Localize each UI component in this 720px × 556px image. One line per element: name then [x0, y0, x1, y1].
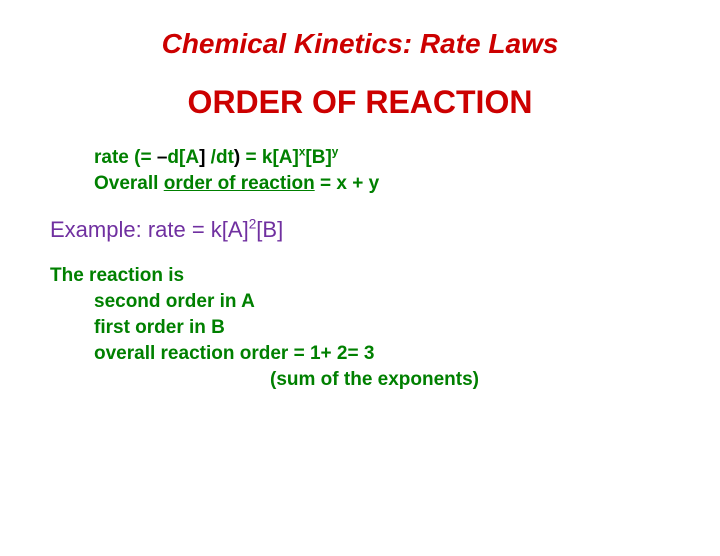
example-prefix: Example: rate = k[A] — [50, 217, 249, 242]
reaction-l2: second order in A — [40, 291, 680, 313]
slide-subtitle: ORDER OF REACTION — [40, 84, 680, 121]
subtitle-text: ORDER OF REACTION — [188, 84, 533, 120]
overall-order-line: Overall order of reaction = x + y — [40, 173, 680, 195]
rate-B: [B] — [305, 147, 331, 168]
rate-dA: d[A — [167, 147, 199, 168]
rate-prefix: rate (= — [94, 147, 157, 168]
slide-container: Chemical Kinetics: Rate Laws ORDER OF RE… — [0, 0, 720, 556]
slide-title: Chemical Kinetics: Rate Laws — [40, 28, 680, 60]
overall-suffix: = x + y — [315, 173, 379, 194]
reaction-l1: The reaction is — [40, 265, 680, 287]
reaction-l3: first order in B — [40, 317, 680, 339]
rate-kA: = k[A] — [240, 147, 299, 168]
reaction-block: The reaction is second order in A first … — [40, 265, 680, 391]
example-B: [B] — [256, 217, 283, 242]
reaction-l5: (sum of the exponents) — [40, 369, 680, 391]
rate-equation-line: rate (= –d[A] /dt) = k[A]x[B]y — [40, 147, 680, 169]
example-line: Example: rate = k[A]2[B] — [40, 217, 680, 243]
rate-dash: – — [157, 147, 168, 168]
title-text: Chemical Kinetics: Rate Laws — [162, 28, 559, 59]
overall-underlined: order of reaction — [164, 173, 315, 194]
rate-dt: /dt — [205, 147, 234, 168]
overall-prefix: Overall — [94, 173, 164, 194]
rate-sup-y: y — [332, 146, 339, 159]
reaction-l4: overall reaction order = 1+ 2= 3 — [40, 343, 680, 365]
